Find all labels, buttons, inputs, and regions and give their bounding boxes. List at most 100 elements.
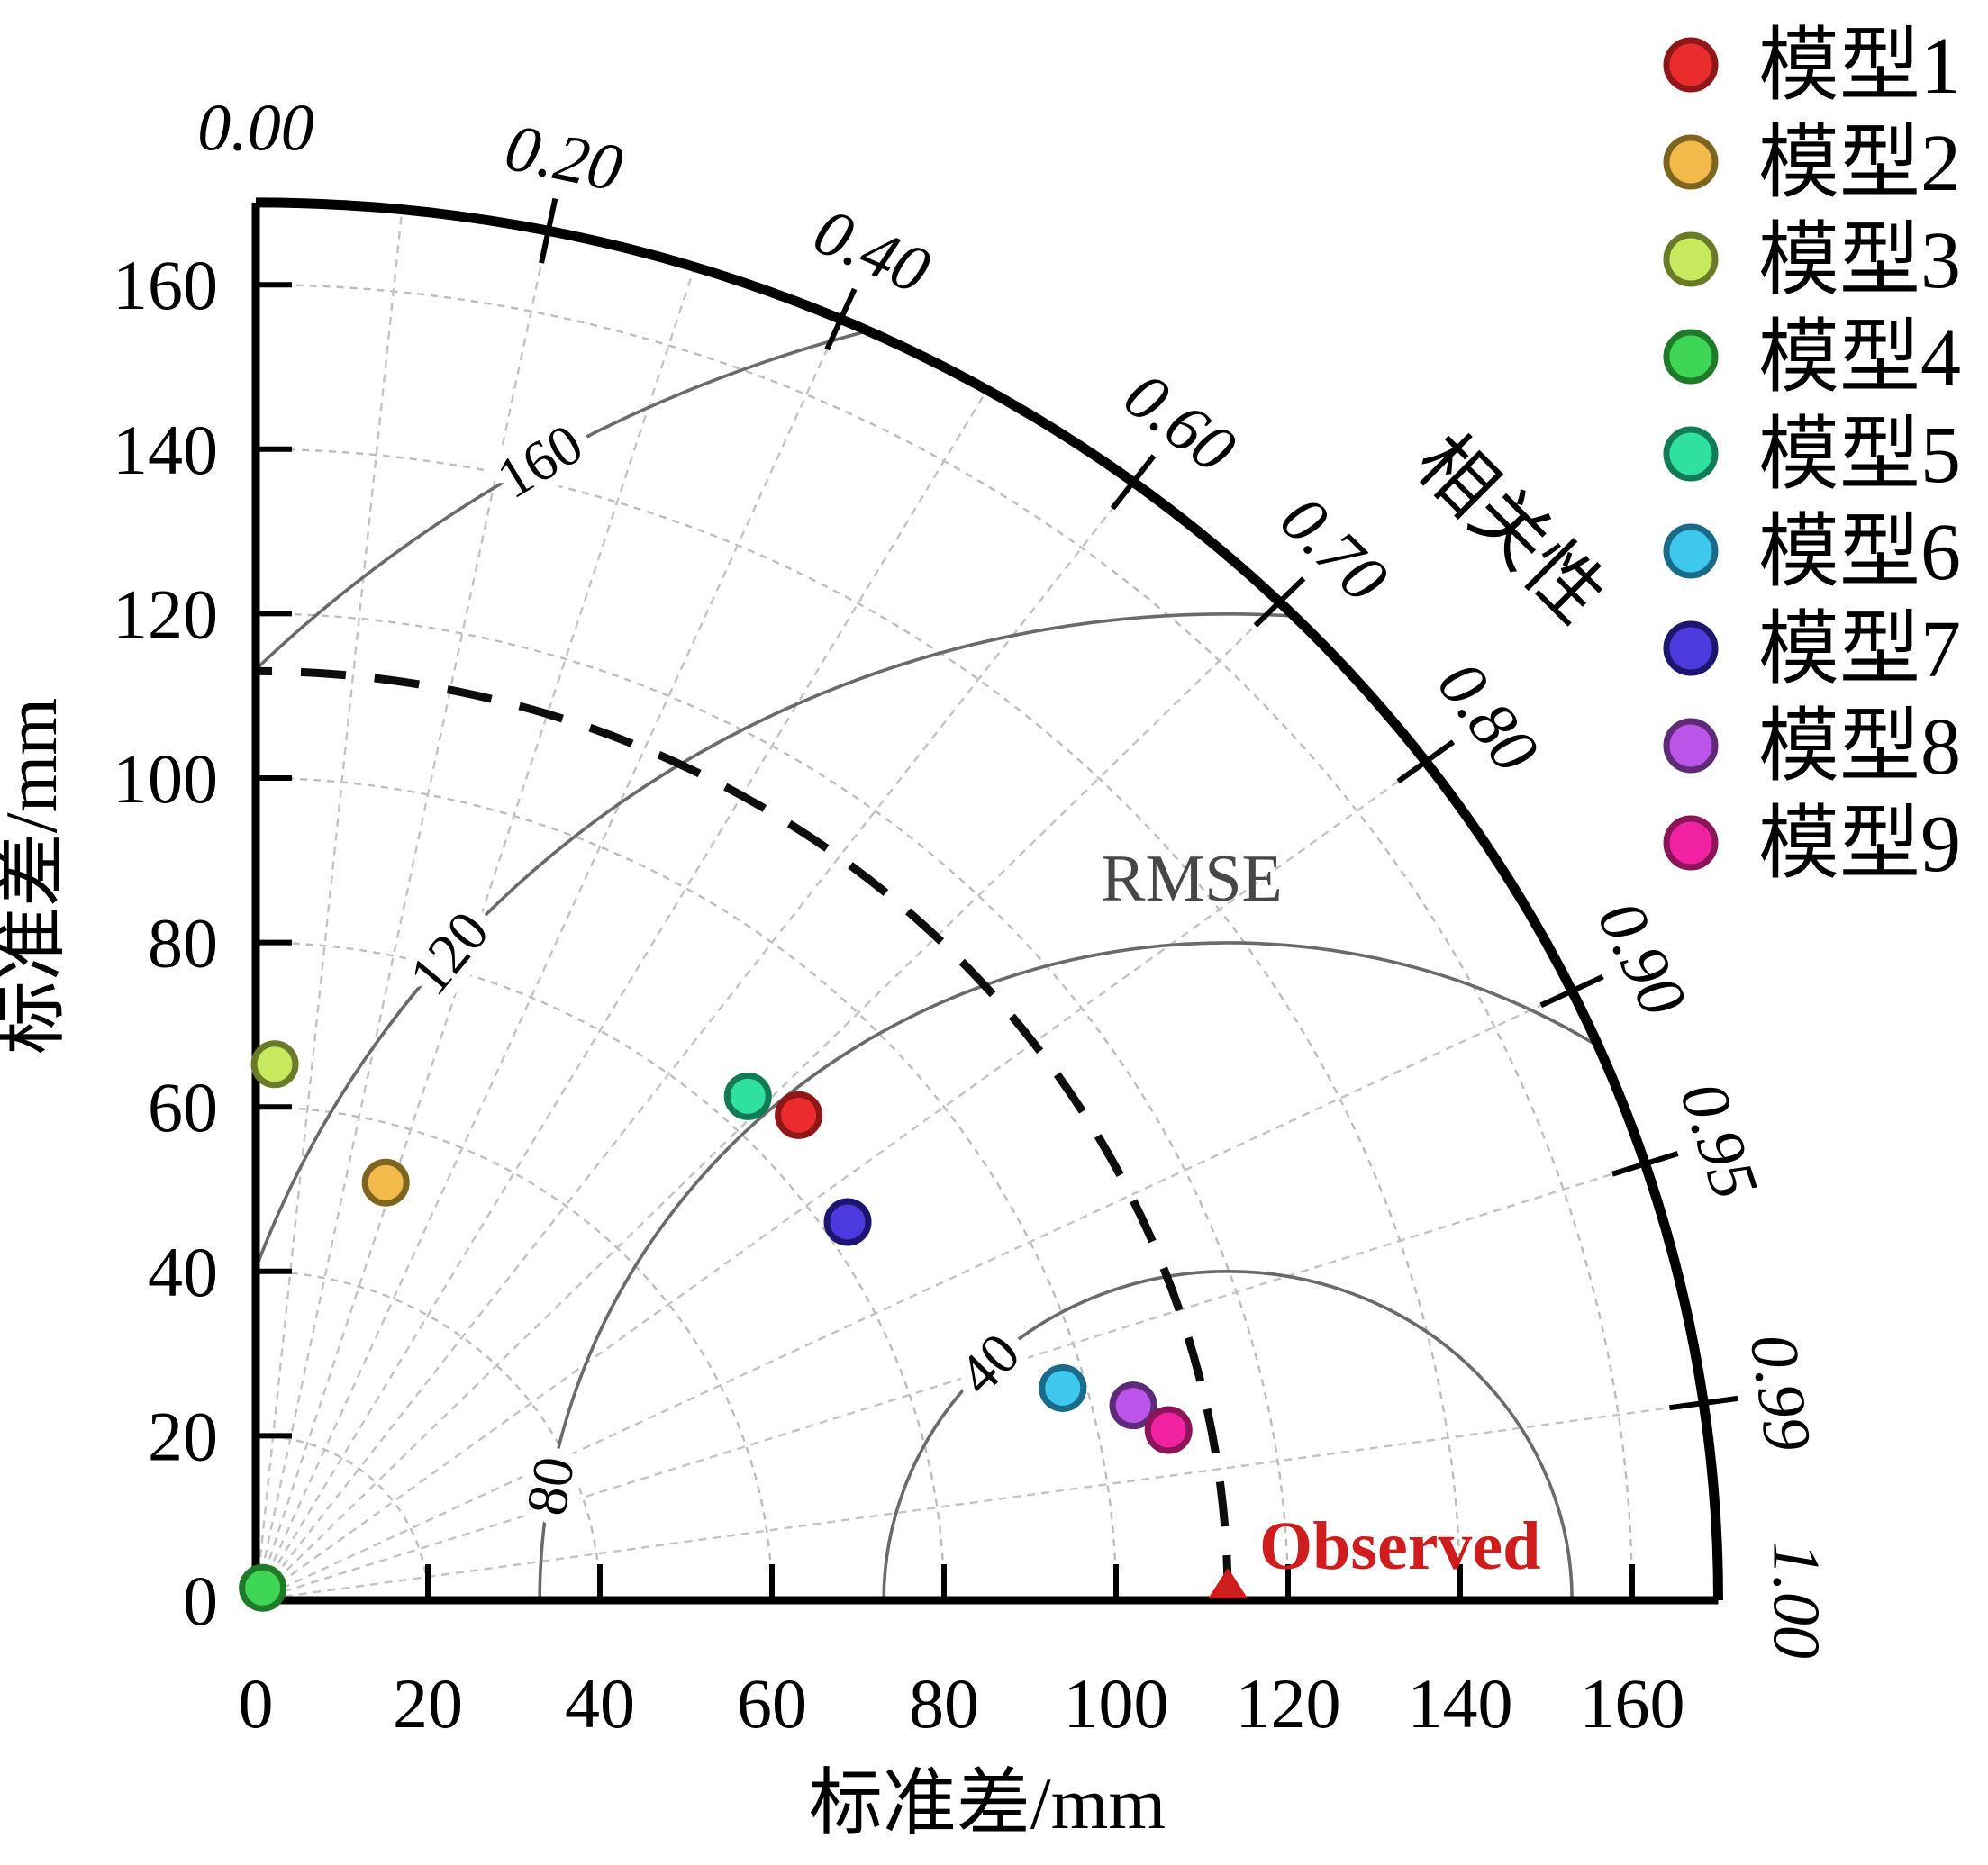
observed-label: Observed bbox=[1259, 1508, 1540, 1584]
observed-std-arc bbox=[255, 666, 1232, 1601]
correlation-ray bbox=[254, 318, 842, 1601]
correlation-ray bbox=[255, 481, 1135, 1601]
rmse-contour bbox=[256, 611, 1719, 1600]
legend-label: 模型3 bbox=[1758, 216, 1961, 305]
correlation-tick-label: 0.80 bbox=[1423, 648, 1552, 786]
model-point-6 bbox=[1039, 1363, 1087, 1412]
x-tick-label: 100 bbox=[1064, 1664, 1169, 1743]
std-gridline bbox=[255, 776, 1118, 1601]
legend-item: 模型3 bbox=[1663, 216, 1961, 305]
model-point-4 bbox=[239, 1563, 287, 1612]
model-point-5 bbox=[723, 1072, 772, 1120]
x-tick-label: 60 bbox=[737, 1664, 807, 1743]
correlation-tick bbox=[824, 287, 858, 351]
chart-generated-layer: 4080120160002020404060608080100100120120… bbox=[113, 22, 1961, 1743]
legend-item: 模型7 bbox=[1663, 605, 1961, 694]
correlation-ray bbox=[255, 601, 1281, 1601]
correlation-ray bbox=[254, 231, 549, 1601]
model-point-3 bbox=[250, 1040, 299, 1089]
model-point-9 bbox=[1144, 1406, 1193, 1454]
legend-marker bbox=[1663, 329, 1719, 385]
legend-marker bbox=[1663, 523, 1719, 579]
legend-marker bbox=[1663, 134, 1719, 190]
x-tick-label: 120 bbox=[1236, 1664, 1341, 1743]
x-tick-label: 0 bbox=[239, 1664, 274, 1743]
std-gridline bbox=[255, 284, 1634, 1601]
x-tick-label: 160 bbox=[1580, 1664, 1685, 1743]
rmse-contour bbox=[882, 1270, 1574, 1600]
correlation-tick bbox=[1539, 973, 1604, 1009]
correlation-ray bbox=[255, 1163, 1646, 1602]
legend-label: 模型6 bbox=[1758, 508, 1961, 597]
x-tick-label: 20 bbox=[393, 1664, 463, 1743]
correlation-tick-label: 0.00 bbox=[197, 92, 314, 166]
legend-label: 模型4 bbox=[1758, 313, 1961, 403]
y-tick-label: 160 bbox=[113, 246, 218, 324]
legend-item: 模型4 bbox=[1663, 313, 1961, 403]
legend-item: 模型6 bbox=[1663, 508, 1961, 597]
outer-boundary-arc bbox=[255, 197, 1723, 1601]
rmse-contour-label: 80 bbox=[513, 1453, 586, 1520]
y-axis-title: 标准差/mm bbox=[0, 698, 72, 1055]
legend-item: 模型5 bbox=[1663, 411, 1961, 500]
x-tick-label: 40 bbox=[565, 1664, 635, 1743]
x-tick-label: 140 bbox=[1408, 1664, 1513, 1743]
correlation-tick-label: 1.00 bbox=[1758, 1542, 1832, 1659]
correlation-tick bbox=[1110, 454, 1157, 511]
legend-label: 模型8 bbox=[1758, 702, 1961, 792]
std-gridline bbox=[255, 1270, 602, 1601]
model-point-7 bbox=[823, 1198, 872, 1246]
legend-marker bbox=[1663, 718, 1719, 774]
correlation-ray bbox=[255, 1401, 1704, 1602]
legend-item: 模型8 bbox=[1663, 702, 1961, 792]
y-tick-label: 80 bbox=[148, 904, 218, 982]
legend-item: 模型9 bbox=[1663, 800, 1961, 889]
correlation-tick bbox=[1396, 739, 1456, 784]
legend-marker bbox=[1663, 37, 1719, 93]
y-tick-label: 40 bbox=[148, 1233, 218, 1311]
correlation-ray bbox=[255, 760, 1427, 1601]
legend-label: 模型5 bbox=[1758, 411, 1961, 500]
model-point-8 bbox=[1109, 1381, 1157, 1430]
rmse-label: RMSE bbox=[1101, 842, 1283, 916]
correlation-tick-label: 0.60 bbox=[1111, 358, 1248, 487]
std-gridline bbox=[255, 448, 1462, 1601]
legend-marker bbox=[1663, 815, 1719, 871]
y-tick-label: 60 bbox=[148, 1068, 218, 1146]
legend-item: 模型1 bbox=[1663, 22, 1961, 111]
x-axis-title: 标准差/mm bbox=[809, 1762, 1166, 1844]
correlation-tick-label: 0.40 bbox=[803, 195, 940, 309]
rmse-contour bbox=[538, 940, 1719, 1600]
model-point-2 bbox=[361, 1158, 410, 1207]
y-tick-label: 120 bbox=[113, 575, 218, 653]
correlation-ray bbox=[254, 209, 404, 1601]
correlation-tick-label: 0.90 bbox=[1583, 890, 1700, 1027]
observed-marker bbox=[1208, 1568, 1248, 1598]
correlation-tick-label: 0.99 bbox=[1736, 1330, 1825, 1456]
correlation-tick bbox=[1669, 1395, 1738, 1411]
legend-marker bbox=[1663, 426, 1719, 482]
legend-label: 模型2 bbox=[1758, 119, 1961, 208]
correlation-ray bbox=[254, 389, 988, 1601]
legend-item: 模型2 bbox=[1663, 119, 1961, 208]
x-tick-label: 80 bbox=[909, 1664, 979, 1743]
legend-label: 模型1 bbox=[1758, 22, 1961, 111]
y-tick-label: 100 bbox=[113, 739, 218, 818]
legend-label: 模型7 bbox=[1758, 605, 1961, 694]
correlation-tick-label: 0.95 bbox=[1666, 1073, 1772, 1208]
y-tick-label: 20 bbox=[148, 1397, 218, 1475]
y-tick-label: 0 bbox=[183, 1562, 218, 1640]
legend-marker bbox=[1663, 620, 1719, 676]
correlation-ray bbox=[254, 267, 696, 1601]
legend-label: 模型9 bbox=[1758, 800, 1961, 889]
correlation-tick bbox=[539, 197, 558, 264]
correlation-tick-label: 0.20 bbox=[499, 111, 628, 206]
y-tick-label: 140 bbox=[113, 411, 218, 489]
correlation-tick bbox=[1611, 1151, 1679, 1177]
correlation-axis-title: 相关性 bbox=[1400, 420, 1620, 639]
correlation-tick bbox=[1253, 576, 1306, 628]
rmse-contour-label: 160 bbox=[486, 412, 594, 511]
